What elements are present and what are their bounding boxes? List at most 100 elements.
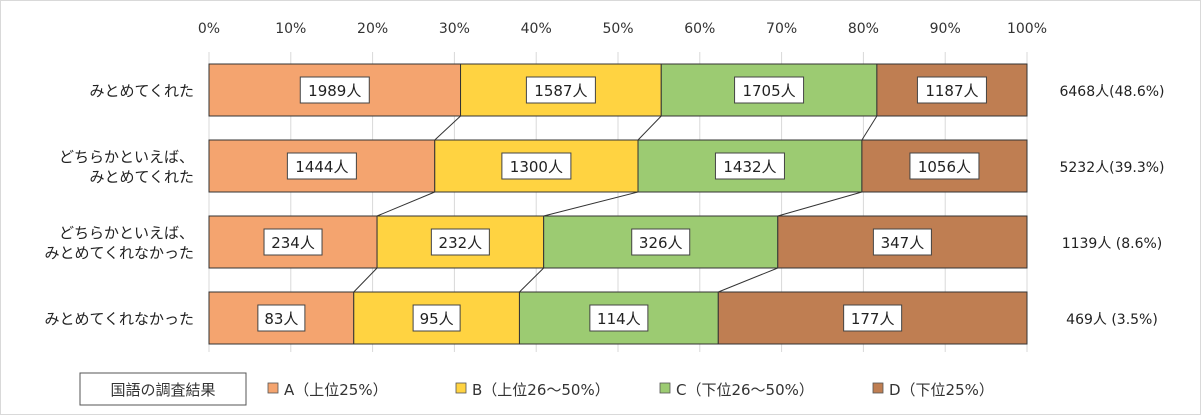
series-lines [353, 115, 878, 293]
data-label-box [909, 152, 980, 180]
data-labels: 1989人 1587人 1705人 1187人 1444人 1300人 1432人 1056人… [257, 76, 987, 332]
data-label: 1056人 [909, 152, 980, 180]
legend-swatch [267, 382, 279, 394]
data-label-text: 177人 [851, 310, 895, 328]
data-label-text: 114人 [597, 310, 641, 328]
data-label-text: 1587人 [534, 82, 587, 100]
legend-swatch [455, 382, 467, 394]
data-label-text: 95人 [420, 310, 454, 328]
data-label: 347人 [872, 228, 932, 256]
x-tick-label: 80% [848, 21, 879, 37]
legend-swatch [872, 382, 884, 394]
legend-label: A（上位25%） [284, 381, 388, 399]
x-axis-tick-labels: 0% 10% 20% 30% 40% 50% 60% 70% 80% 90% 100% [198, 21, 1047, 37]
data-label: 1432人 [714, 152, 785, 180]
legend-item: B（上位26～50%） [455, 381, 610, 399]
data-label-text: 1444人 [295, 158, 348, 176]
data-label-text: 232人 [439, 234, 483, 252]
data-label: 234人 [263, 228, 323, 256]
total-label: 6468人(48.6%) [1059, 84, 1164, 100]
legend-label: C（下位26～50%） [676, 381, 814, 399]
data-label-text: 1187人 [925, 82, 978, 100]
data-label-box [916, 76, 987, 104]
x-tick-label: 50% [602, 21, 633, 37]
series-line [353, 267, 378, 293]
data-label: 114人 [589, 304, 649, 332]
x-tick-label: 20% [357, 21, 388, 37]
data-label-text: 347人 [881, 234, 925, 252]
x-tick-label: 30% [439, 21, 470, 37]
series-line [434, 115, 461, 141]
data-label-box [734, 76, 805, 104]
data-label: 1705人 [734, 76, 805, 104]
data-label: 1187人 [916, 76, 987, 104]
data-label-text: 83人 [264, 310, 298, 328]
series-line [637, 115, 662, 141]
data-label-text: 1432人 [723, 158, 776, 176]
data-label-text: 326人 [639, 234, 683, 252]
data-label: 1300人 [501, 152, 572, 180]
total-label: 5232人(39.3%) [1059, 160, 1164, 176]
data-label-text: 1989人 [308, 82, 361, 100]
category-label: どちらかといえば、みとめてくれた [59, 148, 194, 186]
legend-swatch [659, 382, 671, 394]
x-tick-label: 90% [930, 21, 961, 37]
data-label-box [714, 152, 785, 180]
data-label-box [872, 228, 932, 256]
series-line [543, 191, 639, 217]
data-label: 177人 [843, 304, 903, 332]
data-label-box [501, 152, 572, 180]
legend-title-box [79, 372, 247, 406]
x-tick-label: 0% [198, 21, 220, 37]
total-labels: 6468人(48.6%) 5232人(39.3%) 1139人 (8.6%) 469人… [1059, 84, 1164, 328]
data-label-text: 1300人 [510, 158, 563, 176]
x-tick-label: 10% [275, 21, 306, 37]
x-tick-label: 70% [766, 21, 797, 37]
data-label-text: 1056人 [918, 158, 971, 176]
category-label: どちらかといえば、みとめてくれなかった [44, 224, 194, 262]
legend-item: C（下位26～50%） [659, 381, 814, 399]
data-label: 1444人 [286, 152, 357, 180]
x-tick-label: 60% [684, 21, 715, 37]
data-label-box [263, 228, 323, 256]
data-label-text: 234人 [271, 234, 315, 252]
data-label: 95人 [412, 304, 461, 332]
series-line [376, 191, 435, 217]
total-label: 1139人 (8.6%) [1062, 236, 1163, 252]
data-label-box [631, 228, 691, 256]
data-label: 326人 [631, 228, 691, 256]
legend: 国語の調査結果 A（上位25%） B（上位26～50%） C（下位26～50%） D（… [79, 372, 994, 406]
legend-label: D（下位25%） [889, 381, 994, 399]
data-label: 232人 [430, 228, 490, 256]
data-label: 1989人 [299, 76, 370, 104]
data-label-box [412, 304, 461, 332]
series-line [718, 267, 778, 293]
legend-item: D（下位25%） [872, 381, 994, 399]
series-line [777, 191, 863, 217]
data-label: 1587人 [525, 76, 596, 104]
data-label-box [843, 304, 903, 332]
legend-label: B（上位26～50%） [472, 381, 610, 399]
x-tick-label: 100% [1007, 21, 1047, 37]
data-label-text: 1705人 [742, 82, 795, 100]
legend-items: A（上位25%） B（上位26～50%） C（下位26～50%） D（下位25%） [267, 381, 994, 399]
category-labels: みとめてくれたどちらかといえば、みとめてくれたどちらかといえば、みとめてくれなか… [44, 82, 194, 328]
x-tick-label: 40% [521, 21, 552, 37]
category-label: みとめてくれなかった [44, 310, 194, 328]
data-label-box [589, 304, 649, 332]
total-label: 469人 (3.5%) [1066, 312, 1158, 328]
data-label-box [257, 304, 306, 332]
data-label-box [430, 228, 490, 256]
bar-segment [637, 139, 863, 193]
series-line [519, 267, 545, 293]
data-label-box [286, 152, 357, 180]
category-label: みとめてくれた [89, 82, 194, 100]
legend-title: 国語の調査結果 [110, 381, 215, 399]
data-label: 83人 [257, 304, 306, 332]
data-label-box [525, 76, 596, 104]
legend-item: A（上位25%） [267, 381, 388, 399]
series-line [861, 115, 878, 141]
bar-segment [460, 63, 662, 117]
